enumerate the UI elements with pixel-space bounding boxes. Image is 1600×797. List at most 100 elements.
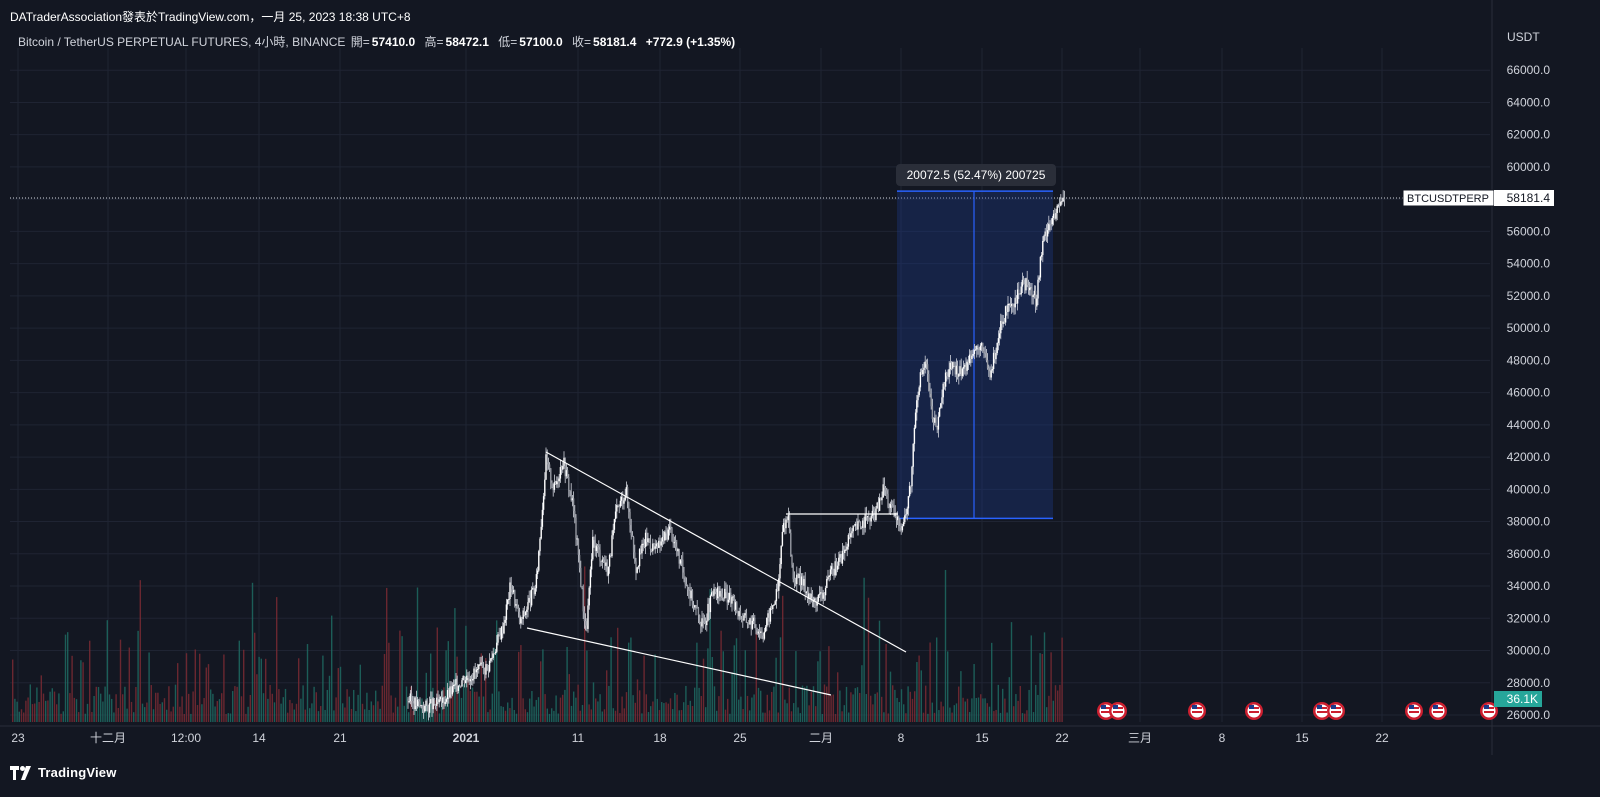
candle-body	[992, 352, 995, 370]
candle-body	[766, 617, 768, 627]
candle-body	[649, 542, 652, 549]
volume-bar	[724, 709, 727, 722]
candle-body	[428, 703, 431, 713]
candle-body	[637, 566, 640, 568]
volume-bar	[379, 708, 381, 722]
volume-bar	[529, 698, 531, 722]
candle-body	[745, 613, 748, 623]
us-flag-event-icon[interactable]	[1429, 702, 1447, 720]
candle-body	[482, 667, 485, 674]
candle-body	[1026, 278, 1028, 285]
volume-bar	[71, 655, 73, 722]
candle-body	[836, 565, 839, 570]
candle-body	[532, 587, 534, 590]
candle-body	[678, 549, 680, 564]
candle-body	[934, 417, 936, 423]
upper-trendline[interactable]	[545, 451, 907, 653]
trendlines[interactable]	[526, 451, 907, 696]
volume-bar	[298, 658, 300, 722]
volume-bar	[971, 698, 973, 722]
last-price-tag[interactable]: BTCUSDTPERP 58181.4	[1402, 189, 1554, 207]
volume-bar	[856, 687, 859, 722]
volume-bar	[27, 697, 29, 722]
price-tick-label: 26000.0	[1507, 708, 1551, 722]
volume-bar	[900, 689, 903, 722]
us-flag-event-icon[interactable]	[1405, 702, 1423, 720]
candle-body	[449, 686, 451, 698]
candle-body	[839, 554, 841, 558]
volume-bar	[920, 670, 922, 722]
candle-body	[850, 533, 852, 538]
volume-bar	[546, 708, 548, 722]
volume-bar	[339, 666, 342, 722]
price-axis[interactable]: 66000.0 64000.0 62000.0 60000.0 56000.0 54000…	[1491, 0, 1551, 755]
volume-tag-label: 36.1K	[1507, 692, 1538, 706]
time-tick-label: 三月	[1128, 731, 1152, 745]
volume-bar	[232, 691, 234, 722]
volume-bar	[480, 653, 482, 722]
candle-body	[695, 605, 697, 608]
volume-bar	[777, 712, 779, 722]
tradingview-logo[interactable]: TradingView	[10, 765, 117, 780]
volume-bar	[280, 703, 282, 722]
volume-bar	[82, 662, 84, 722]
us-flag-event-icon[interactable]	[1109, 702, 1127, 720]
flag-stripe	[1113, 711, 1123, 713]
us-flag-event-icon[interactable]	[1480, 702, 1498, 720]
us-flag-event-icon[interactable]	[1313, 702, 1331, 720]
candle-body	[737, 611, 739, 617]
candle-body	[587, 605, 589, 629]
time-axis[interactable]: 23 十二月 12:00 14 21 2021 11 18 25 二月 8 15 22 三月 8 15 22	[0, 725, 1600, 745]
volume-bar	[386, 587, 388, 722]
volume-bar	[225, 713, 227, 722]
candle-body	[833, 574, 835, 576]
candle-body	[475, 669, 478, 673]
candle-body	[720, 590, 722, 594]
symbol-description[interactable]: Bitcoin / TetherUS PERPETUAL FUTURES, 4小…	[18, 35, 346, 49]
candle-body	[604, 562, 606, 566]
candle-body	[1015, 297, 1018, 304]
volume-bar	[771, 691, 773, 722]
flag-stripe	[1433, 711, 1443, 713]
volume-bar	[214, 706, 216, 722]
volume-bar	[42, 693, 45, 722]
us-flag-event-icon[interactable]	[1327, 702, 1345, 720]
candle-body	[546, 454, 548, 463]
volume-bar	[746, 695, 749, 722]
candle-body	[864, 514, 866, 528]
volume-bar	[47, 700, 49, 722]
candle-body	[565, 470, 568, 477]
candle-body	[439, 696, 442, 700]
candle-body	[594, 540, 596, 551]
lower-trendline[interactable]	[526, 627, 832, 696]
volume-bar	[157, 692, 159, 722]
volume-bar	[227, 713, 229, 722]
volume-bar	[713, 686, 716, 722]
volume-bar	[808, 705, 810, 722]
candle-body	[612, 529, 614, 536]
volume-bar	[625, 692, 628, 722]
volume-bar	[295, 703, 298, 722]
candle-body	[817, 594, 820, 602]
candle-body	[760, 631, 762, 633]
volume-bar	[150, 685, 152, 722]
candle-body	[887, 493, 889, 507]
volume-bar	[863, 577, 865, 722]
price-tick-label: 28000.0	[1507, 676, 1551, 690]
volume-bar	[573, 691, 575, 722]
candle-body	[1018, 289, 1020, 294]
candle-body	[871, 510, 874, 516]
volume-bar	[555, 695, 557, 722]
us-flag-event-icon[interactable]	[1188, 702, 1206, 720]
candle-body	[628, 502, 630, 512]
candle-body	[676, 546, 678, 552]
volume-bar	[751, 697, 753, 722]
measure-tool[interactable]: 20072.5 (52.47%) 200725	[896, 164, 1056, 520]
us-flag-event-icon[interactable]	[1245, 702, 1263, 720]
volume-bar	[878, 620, 881, 722]
volume-bar	[104, 686, 106, 722]
volume-bar	[905, 713, 907, 722]
volume-bar	[1039, 653, 1041, 722]
economic-events[interactable]	[1097, 702, 1498, 720]
